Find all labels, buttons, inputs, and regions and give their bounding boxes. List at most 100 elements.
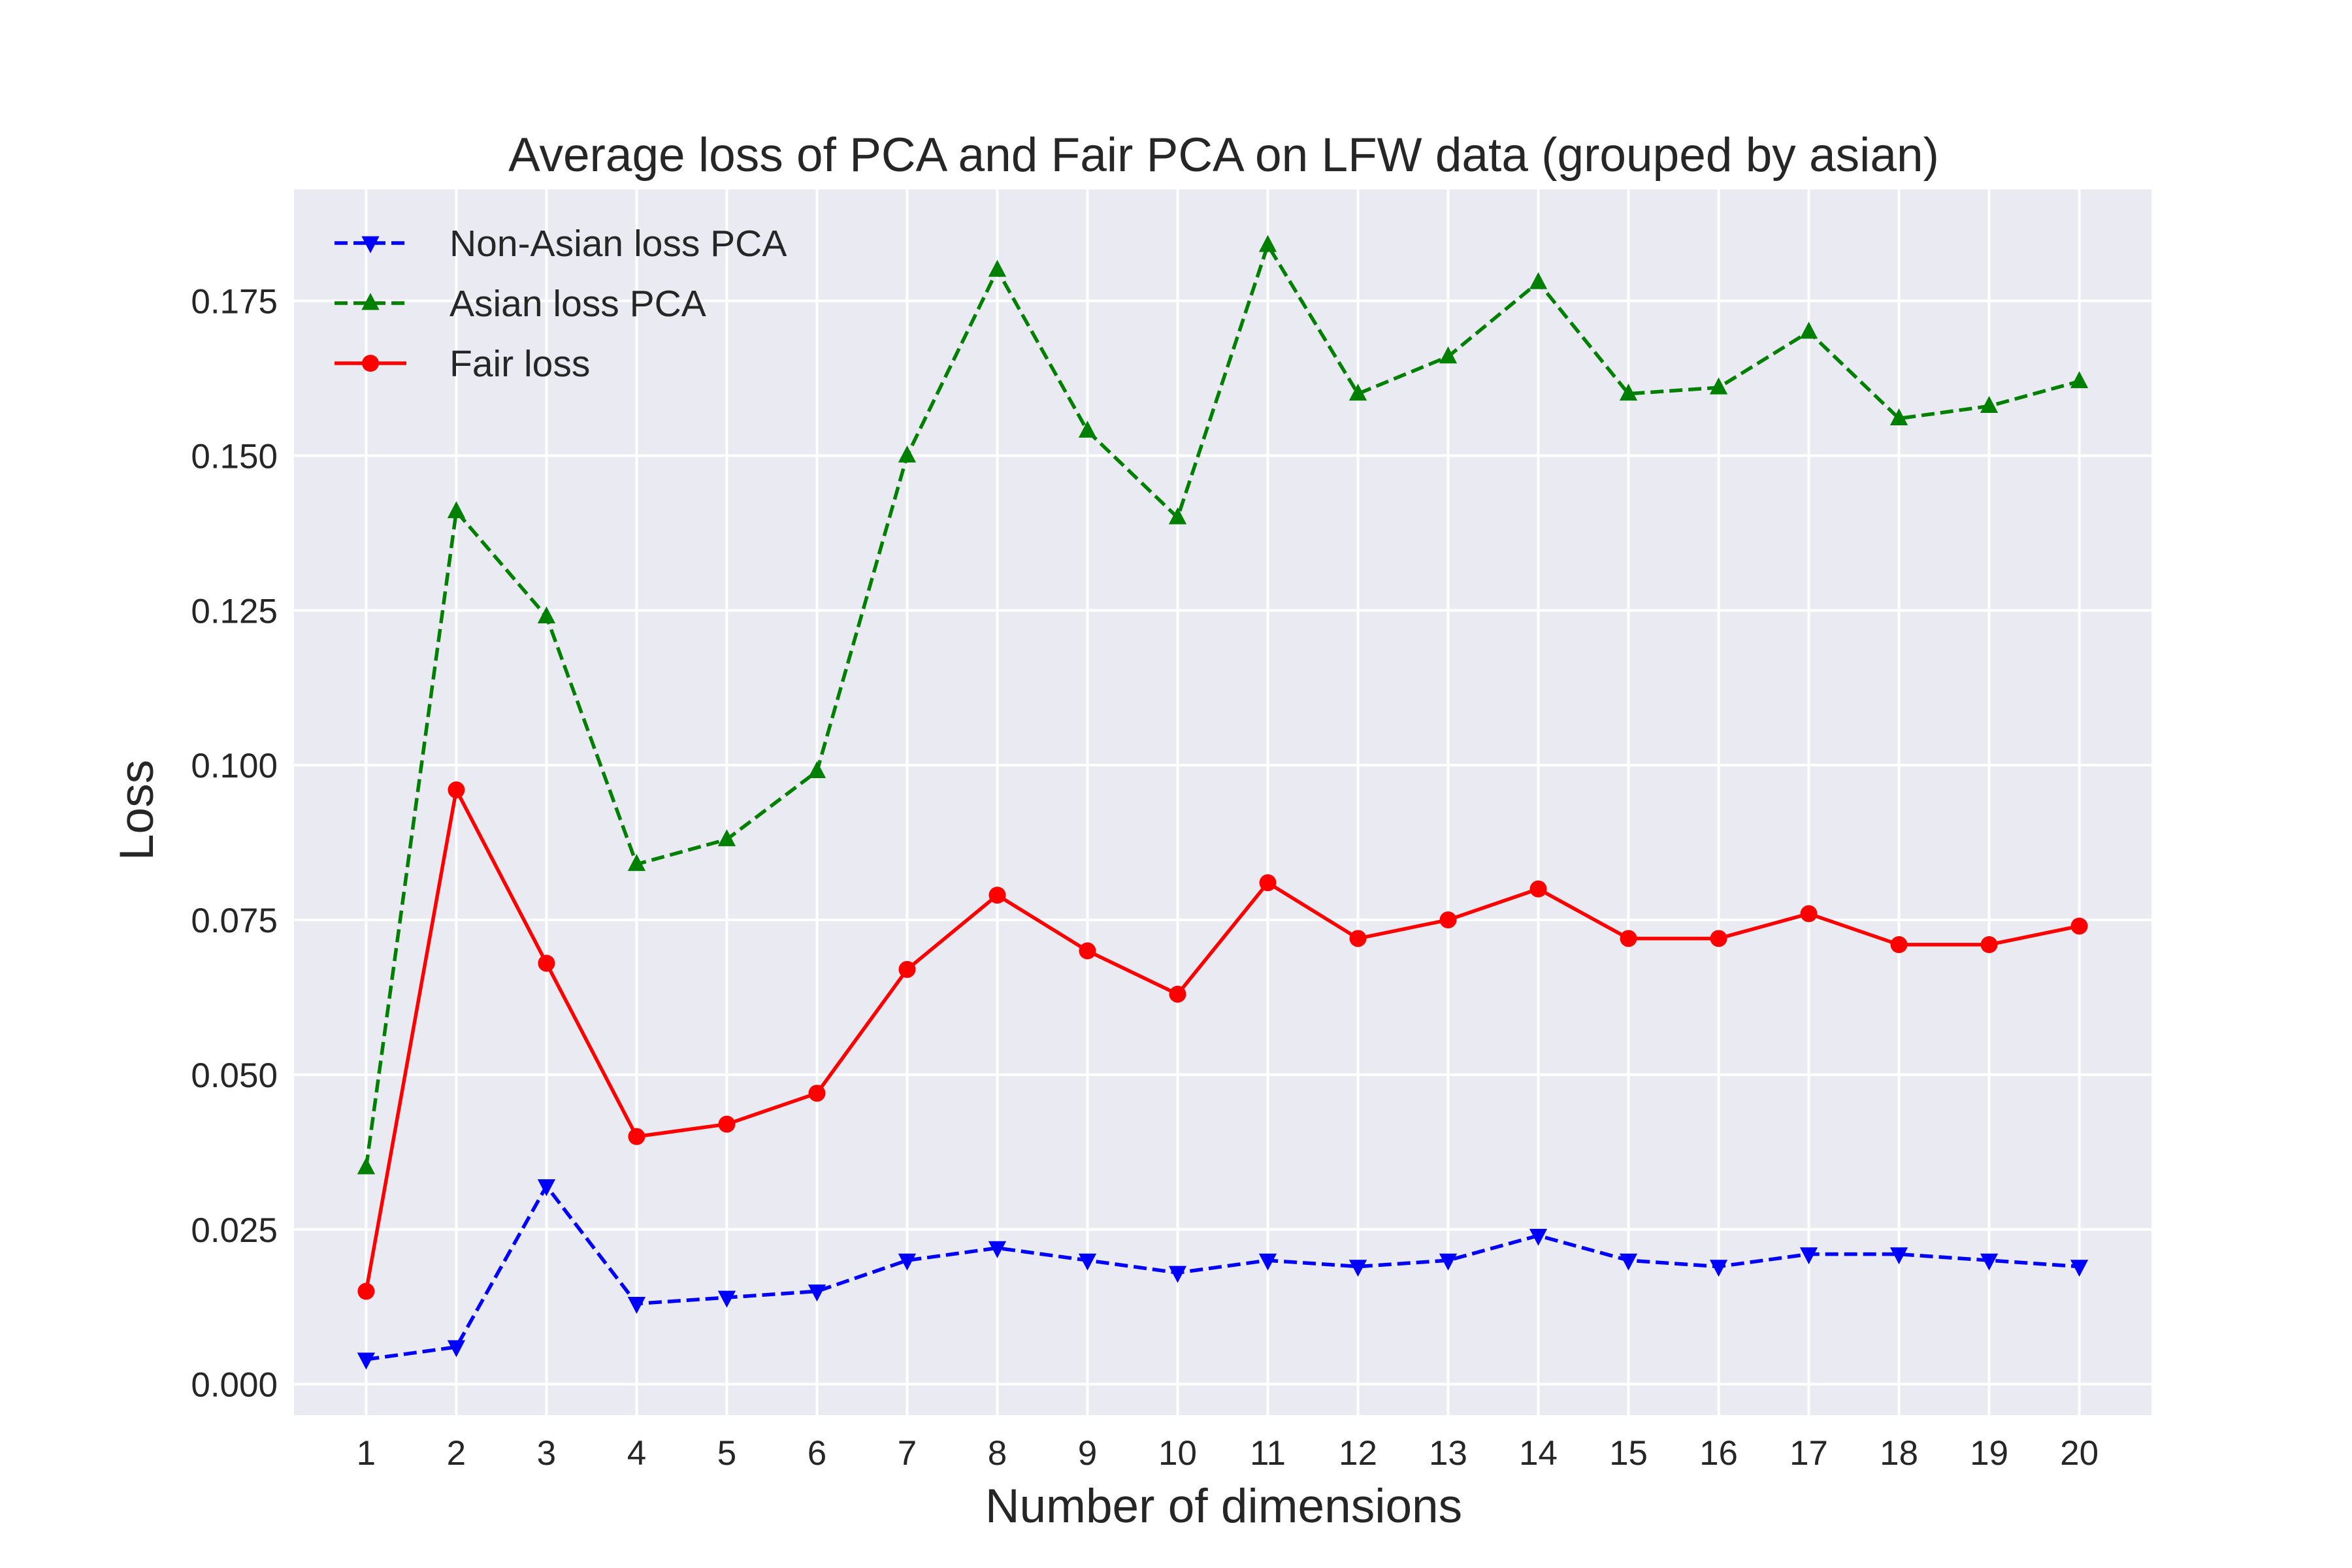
data-point <box>628 1128 645 1145</box>
legend-item: Fair loss <box>335 343 590 385</box>
x-tick-label: 4 <box>627 1434 646 1473</box>
chart-title: Average loss of PCA and Fair PCA on LFW … <box>508 129 1939 182</box>
series-non-asian-loss-pca <box>357 1179 2089 1370</box>
series-asian-loss-pca <box>357 235 2089 1175</box>
data-point <box>1079 942 1096 960</box>
data-point <box>1529 1228 1548 1246</box>
data-point <box>2070 371 2089 389</box>
y-tick-label: 0.125 <box>191 592 278 630</box>
data-point <box>717 829 736 847</box>
legend-marker <box>361 293 380 310</box>
data-point <box>1169 985 1186 1003</box>
data-point <box>1799 1247 1818 1265</box>
y-tick-label: 0.075 <box>191 902 278 940</box>
legend-item: Non-Asian loss PCA <box>335 223 787 265</box>
x-tick-label: 1 <box>357 1434 376 1473</box>
data-point <box>1168 507 1187 525</box>
x-tick-label: 10 <box>1158 1434 1197 1473</box>
data-point <box>1890 936 1908 953</box>
data-point <box>717 1290 736 1308</box>
data-point <box>448 781 465 799</box>
data-point <box>988 887 1006 904</box>
x-axis: 1 2 3 4 5 6 7 8 9 10 11 12 13 14 15 16 17 18 19 20 <box>357 1434 2099 1473</box>
x-tick-label: 11 <box>1250 1434 1286 1473</box>
data-point <box>1258 1253 1277 1271</box>
y-axis-label: Loss <box>110 760 163 860</box>
data-point <box>1168 1266 1187 1283</box>
series-line <box>366 1184 2080 1362</box>
legend-item: Asian loss PCA <box>335 283 706 325</box>
data-point <box>627 854 646 872</box>
data-point <box>1619 384 1638 401</box>
data-point <box>808 1085 826 1102</box>
data-point <box>1709 377 1728 395</box>
data-point <box>1980 1253 1999 1271</box>
data-point <box>627 1297 646 1315</box>
data-point <box>357 1282 375 1300</box>
data-point <box>1709 1260 1728 1277</box>
series-fair-loss <box>357 781 2088 1300</box>
data-point <box>1980 936 1998 953</box>
data-point <box>898 960 916 978</box>
legend-label: Asian loss PCA <box>449 283 706 325</box>
legend-label: Non-Asian loss PCA <box>449 223 787 265</box>
y-tick-label: 0.100 <box>191 747 278 785</box>
data-point <box>537 606 556 624</box>
data-point <box>1349 930 1367 947</box>
x-tick-label: 20 <box>2060 1434 2099 1473</box>
x-tick-label: 2 <box>447 1434 466 1473</box>
data-point <box>1529 880 1547 898</box>
series-line <box>364 788 2080 1292</box>
legend: Non-Asian loss PCA Asian loss PCA Fair los… <box>335 223 787 385</box>
data-point <box>898 1253 917 1271</box>
data-point <box>1348 1260 1367 1277</box>
x-tick-label: 19 <box>1970 1434 2008 1473</box>
data-point <box>898 445 917 463</box>
data-point <box>1439 346 1458 364</box>
data-point <box>537 1179 556 1197</box>
data-point <box>1980 396 1999 414</box>
data-point <box>1710 930 1727 947</box>
plot-area <box>294 189 2151 1415</box>
data-point <box>1078 420 1097 438</box>
x-tick-label: 16 <box>1699 1434 1738 1473</box>
y-tick-label: 0.050 <box>191 1056 278 1095</box>
data-point <box>357 1352 376 1370</box>
data-point <box>1439 911 1457 929</box>
series-layer <box>357 235 2089 1370</box>
data-point <box>1889 408 1908 425</box>
data-point <box>1078 1253 1097 1271</box>
legend-marker <box>361 236 380 253</box>
data-point <box>447 501 466 519</box>
x-axis-label: Number of dimensions <box>985 1480 1462 1533</box>
data-point <box>2070 1260 2089 1277</box>
data-point <box>1258 235 1277 252</box>
legend-marker <box>362 355 379 372</box>
x-tick-label: 17 <box>1789 1434 1828 1473</box>
x-tick-label: 18 <box>1880 1434 1918 1473</box>
data-point <box>988 1241 1007 1258</box>
x-tick-label: 3 <box>537 1434 556 1473</box>
y-tick-label: 0.175 <box>191 283 278 321</box>
legend-label: Fair loss <box>449 343 590 385</box>
x-tick-label: 13 <box>1429 1434 1467 1473</box>
data-point <box>1619 1253 1638 1271</box>
data-point <box>1259 874 1277 892</box>
data-point <box>808 1284 826 1302</box>
data-point <box>1439 1253 1458 1271</box>
x-tick-label: 7 <box>898 1434 917 1473</box>
data-point <box>1348 384 1367 401</box>
data-point <box>718 1115 736 1133</box>
data-point <box>988 259 1007 277</box>
series-line <box>364 243 2080 1168</box>
data-point <box>1889 1247 1908 1265</box>
x-tick-label: 5 <box>717 1434 736 1473</box>
data-point <box>538 955 555 972</box>
x-tick-label: 15 <box>1609 1434 1648 1473</box>
x-tick-label: 12 <box>1339 1434 1377 1473</box>
data-point <box>808 761 826 779</box>
x-tick-label: 6 <box>808 1434 826 1473</box>
data-point <box>1799 321 1818 339</box>
y-axis: 0.000 0.025 0.050 0.075 0.100 0.125 0.150 0.175 <box>191 283 278 1405</box>
data-point <box>1529 272 1548 289</box>
